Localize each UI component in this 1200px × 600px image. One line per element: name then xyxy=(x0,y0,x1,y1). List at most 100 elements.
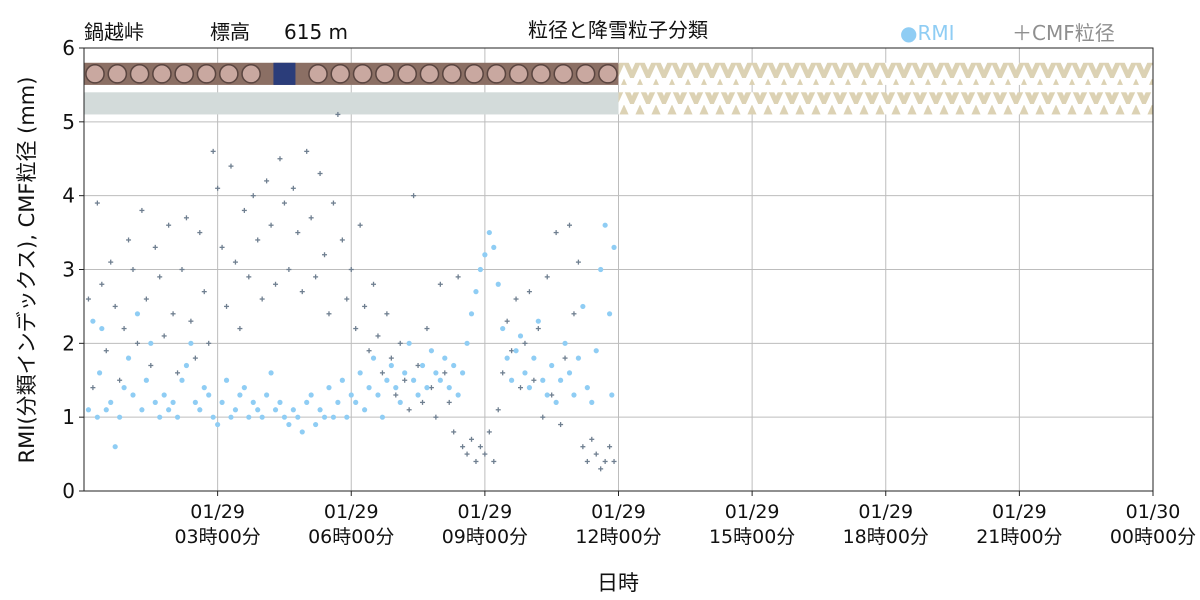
rmi-point xyxy=(437,377,443,383)
cmf-point xyxy=(504,318,510,324)
rmi-point xyxy=(397,399,403,405)
graupel-bead xyxy=(508,64,529,84)
rmi-point xyxy=(393,385,399,391)
x-axis-ticks: 01/29 03時00分 01/29 06時00分 01/29 09時00分 01/29 12… xyxy=(174,491,1196,548)
graupel-bead xyxy=(598,64,618,84)
cmf-point xyxy=(580,444,586,450)
rmi-point xyxy=(366,385,372,391)
rmi-point xyxy=(384,377,390,383)
rmi-point xyxy=(103,407,109,413)
rmi-point xyxy=(370,355,377,361)
cmf-point xyxy=(192,355,198,361)
cmf-point xyxy=(299,289,305,295)
x-tick-time: 18時00分 xyxy=(843,526,929,548)
y-tick-label: 4 xyxy=(62,184,75,208)
cmf-point xyxy=(112,303,118,309)
rmi-point xyxy=(259,414,265,420)
rmi-point xyxy=(357,370,363,376)
x-tick-time: 03時00分 xyxy=(174,526,260,548)
cmf-point xyxy=(486,429,492,435)
cmf-point xyxy=(544,274,550,280)
graupel-bead xyxy=(352,64,373,84)
cmf-point xyxy=(420,399,426,405)
rmi-point xyxy=(455,392,461,398)
rmi-point xyxy=(517,333,524,339)
rmi-point xyxy=(112,444,118,450)
cmf-point xyxy=(553,230,559,236)
cmf-point xyxy=(526,289,532,295)
x-axis-label: 日時 xyxy=(597,571,639,595)
rmi-point xyxy=(495,281,501,287)
cmf-point xyxy=(139,207,145,213)
elevation-label: 標高 xyxy=(210,20,250,44)
cmf-point xyxy=(188,318,194,324)
cmf-point xyxy=(455,274,461,280)
rmi-point xyxy=(566,370,573,376)
graupel-bead xyxy=(575,64,596,84)
cmf-point xyxy=(313,274,319,280)
cmf-point xyxy=(589,436,595,442)
cmf-point xyxy=(224,303,230,309)
rmi-point xyxy=(317,407,323,413)
cmf-point xyxy=(103,348,109,354)
graupel-bead xyxy=(196,64,217,84)
x-tick-time: 06時00分 xyxy=(308,526,394,548)
elevation-value: 615 m xyxy=(284,20,348,44)
rmi-point xyxy=(201,385,207,391)
x-tick-date: 01/29 xyxy=(190,501,245,523)
rmi-point xyxy=(197,407,203,413)
graupel-bead xyxy=(397,64,418,84)
cmf-point xyxy=(584,458,590,464)
cmf-point xyxy=(473,458,479,464)
graupel-bead xyxy=(174,64,195,84)
rmi-point xyxy=(108,399,114,405)
rmi-point xyxy=(486,229,492,236)
classification-strips xyxy=(84,62,1153,115)
cmf-point xyxy=(304,148,310,154)
y-tick-label: 0 xyxy=(62,479,75,503)
rmi-point xyxy=(330,414,337,420)
rmi-point xyxy=(611,244,617,250)
cmf-point xyxy=(326,311,332,317)
graupel-bead xyxy=(553,64,574,84)
cmf-point xyxy=(201,289,207,295)
cmf-point xyxy=(344,296,350,302)
scatter-points xyxy=(85,111,617,472)
cmf-point xyxy=(197,230,203,236)
legend-cmf: ＋CMF粒径 xyxy=(1012,21,1115,45)
y-tick-label: 6 xyxy=(62,36,75,60)
snowflake-icon xyxy=(273,62,296,85)
cmf-point xyxy=(219,244,225,250)
cmf-point xyxy=(575,259,581,265)
rmi-point xyxy=(602,222,608,228)
y-axis-ticks: 0 1 2 3 4 5 6 xyxy=(62,36,84,503)
rmi-point xyxy=(121,385,127,391)
cmf-point xyxy=(522,340,528,346)
cmf-point xyxy=(264,178,270,184)
rmi-point xyxy=(531,355,537,361)
rmi-point xyxy=(166,407,172,413)
rmi-point xyxy=(125,355,132,361)
cmf-point xyxy=(477,444,483,450)
cmf-point xyxy=(518,385,524,391)
cmf-point xyxy=(371,281,377,287)
rmi-point xyxy=(117,414,123,420)
rmi-point xyxy=(402,370,408,376)
cmf-point xyxy=(273,281,279,287)
cmf-point xyxy=(277,156,283,162)
cmf-point xyxy=(353,326,359,332)
x-tick-time: 09時00分 xyxy=(442,526,528,548)
rmi-point xyxy=(362,407,368,413)
rmi-point xyxy=(491,244,497,250)
cmf-point xyxy=(148,362,154,368)
cmf-point xyxy=(99,281,105,287)
rmi-point xyxy=(148,340,154,346)
cmf-point xyxy=(495,407,501,413)
y-tick-label: 3 xyxy=(62,258,75,282)
rmi-point xyxy=(286,421,292,428)
cmf-point xyxy=(255,237,261,243)
cmf-point xyxy=(228,163,234,169)
cmf-point xyxy=(108,259,114,265)
graupel-bead xyxy=(107,64,128,84)
cmf-point xyxy=(362,303,368,309)
